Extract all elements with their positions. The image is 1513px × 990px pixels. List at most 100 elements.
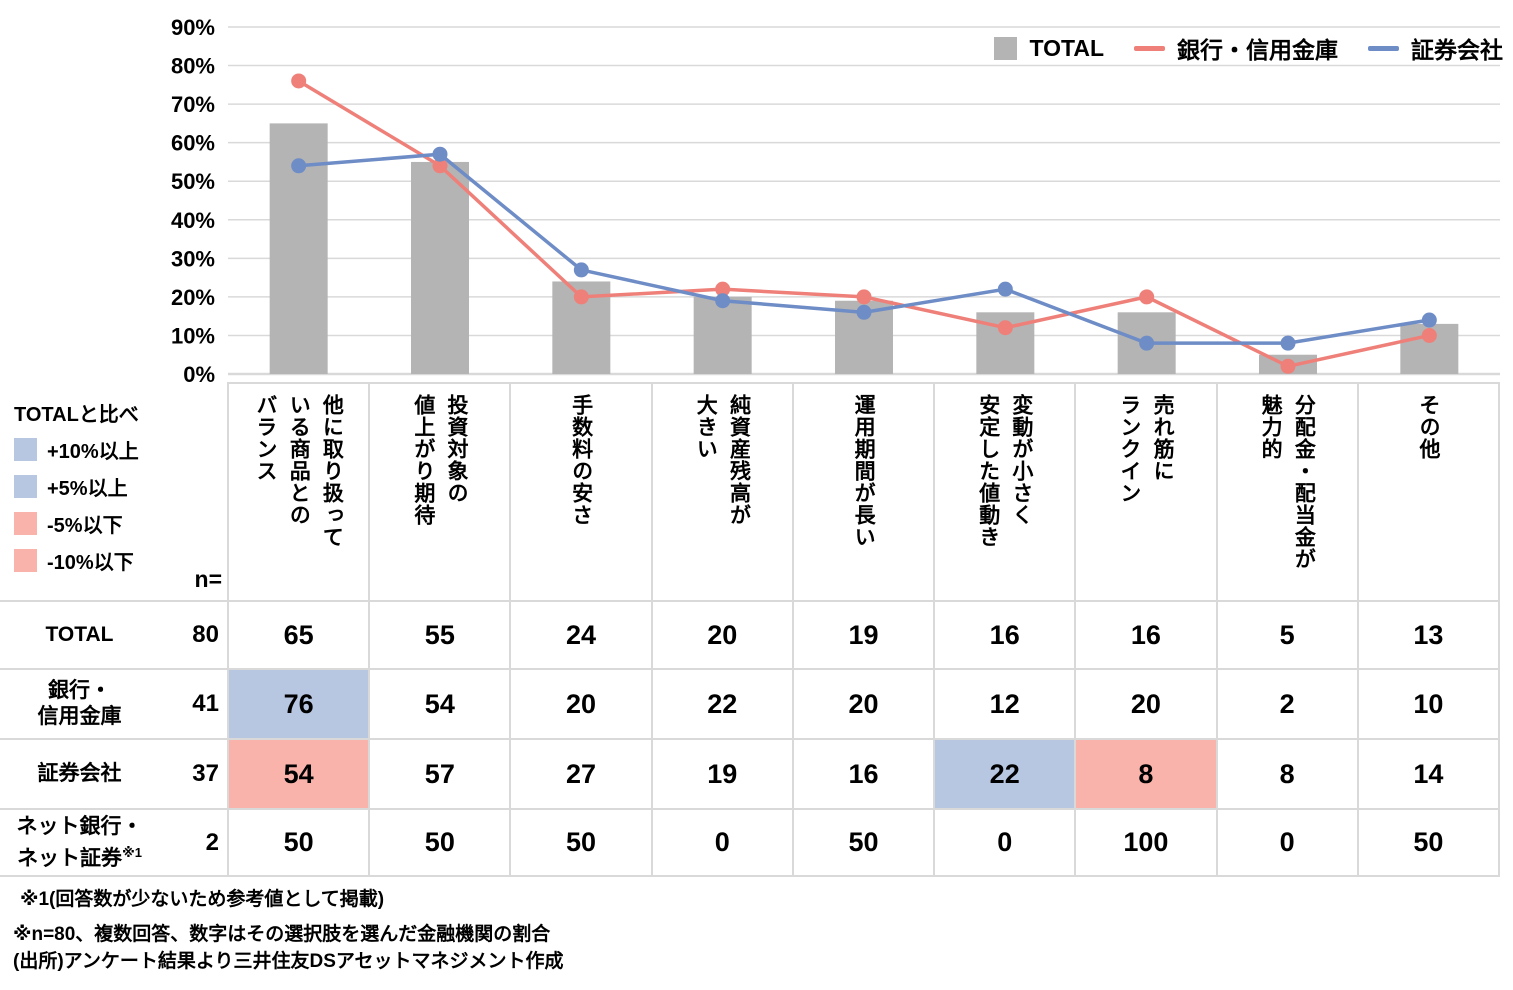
table-cell: 54 [227,738,369,808]
table-cell: 12 [933,668,1075,738]
plus5-swatch-icon [14,475,37,498]
diff-legend-item: +5%以上 [14,472,139,501]
column-header: 純資産残高が 大きい [650,382,792,600]
column-header-text: 投資対象の 値上がり期待 [411,394,468,526]
diff-legend-item: -5%以下 [14,509,139,538]
svg-text:60%: 60% [171,131,215,156]
table-cell: 10 [1356,668,1500,738]
column-header-text: 純資産残高が 大きい [694,394,751,526]
table-cell: 27 [509,738,651,808]
table-cell: 0 [650,808,792,877]
column-header-text: 売れ筋に ランクイン [1117,394,1175,504]
column-header-text: その他 [1416,394,1440,460]
diff-legend-item: +10%以上 [14,435,139,464]
table-cell: 16 [933,600,1075,668]
svg-text:20%: 20% [171,285,215,310]
legend-label: 銀行・信用金庫 [1177,37,1338,63]
bank-line-swatch-icon [1134,45,1165,51]
table-cell: 22 [650,668,792,738]
column-header-text: 分配金・配当金が 魅力的 [1259,394,1316,570]
table-cell: 0 [933,808,1075,877]
table-cell: 8 [1074,738,1216,808]
chart-legend: TOTAL 銀行・信用金庫 証券会社 [994,31,1503,65]
data-table: 他に取り扱って いる商品との バランス 投資対象の 値上がり期待 手数料の安さ 純資産… [0,382,1500,877]
column-header: 運用期間が長い [791,382,934,600]
table-header-row: 他に取り扱って いる商品との バランス 投資対象の 値上がり期待 手数料の安さ 純資産… [0,382,1500,600]
svg-text:90%: 90% [171,15,215,40]
svg-text:40%: 40% [171,208,215,233]
column-header-text: 運用期間が長い [852,394,876,548]
securities-line-swatch-icon [1368,45,1399,51]
table-cell: 2 [1215,668,1357,738]
table-cell: 54 [368,668,510,738]
legend-label: TOTAL [1029,34,1104,61]
legend-item-total: TOTAL [994,35,1104,62]
column-header: 他に取り扱って いる商品との バランス [227,382,369,600]
svg-text:10%: 10% [171,323,215,348]
row-label: TOTAL [45,623,114,646]
table-row: 銀行・ 信用金庫 41 76 54 20 22 20 12 20 2 10 [0,668,1500,738]
legend-item-bank: 銀行・信用金庫 [1134,31,1338,65]
table-cell: 5 [1215,600,1357,668]
table-cell: 65 [227,600,369,668]
table-cell: 19 [650,738,792,808]
table-cell: 55 [368,600,510,668]
table-cell: 22 [933,738,1075,808]
row-label-cell: TOTAL 80 [0,600,227,668]
legend-label: 証券会社 [1411,37,1503,63]
svg-text:0%: 0% [183,362,215,382]
combo-chart: 0% 10% 20% 30% 40% 50% 60% 70% 80% 90% [171,15,1500,382]
diff-legend-title: TOTALと比べ [14,404,139,426]
row-label-cell: ネット銀行・ ネット証券※1 2 [0,808,227,877]
n-column-header: n= [194,566,222,592]
column-header-text: 手数料の安さ [569,394,593,526]
table-cell: 50 [368,808,510,877]
column-header: 分配金・配当金が 魅力的 [1215,382,1357,600]
column-header: 投資対象の 値上がり期待 [368,382,510,600]
table-cell: 20 [509,668,651,738]
row-n-value: 2 [205,828,219,856]
column-header: 手数料の安さ [509,382,651,600]
row-label-sup: ※1 [122,844,142,860]
legend-item-securities: 証券会社 [1368,31,1503,65]
table-row: TOTAL 80 65 55 24 20 19 16 16 5 13 [0,600,1500,668]
table-cell: 14 [1356,738,1500,808]
table-cell: 76 [227,668,369,738]
table-cell: 16 [1074,600,1216,668]
table-cell: 24 [509,600,651,668]
row-n-value: 41 [192,690,219,717]
minus10-swatch-icon [14,549,37,572]
row-label: 銀行・ 信用金庫 [37,679,122,728]
footnote-1: ※1(回答数が少ないため参考値として掲載) [20,889,385,910]
table-cell: 20 [1074,668,1216,738]
svg-text:80%: 80% [171,54,215,79]
row-label-cell: 銀行・ 信用金庫 41 [0,668,227,738]
svg-text:30%: 30% [171,246,215,271]
diff-legend-item: -10%以下 [14,546,139,575]
table-cell: 50 [227,808,369,877]
table-cell: 0 [1215,808,1357,877]
table-cell: 50 [1356,808,1500,877]
row-n-value: 80 [192,621,219,648]
column-header: 変動が小さく 安定した値動き [933,382,1075,600]
table-cell: 20 [650,600,792,668]
table-cell: 16 [791,738,934,808]
row-n-value: 37 [192,760,219,787]
row-label: ネット銀行・ ネット証券※1 [16,814,143,870]
table-cell: 100 [1074,808,1216,877]
column-header-text: 他に取り扱って いる商品との バランス [254,394,344,548]
column-header: 売れ筋に ランクイン [1074,382,1216,600]
svg-text:70%: 70% [171,92,215,117]
diff-color-legend: TOTALと比べ +10%以上 +5%以上 -5%以下 -10%以下 [14,398,139,583]
table-cell: 19 [791,600,934,668]
table-row: ネット銀行・ ネット証券※1 2 50 50 50 0 50 0 100 0 50 [0,808,1500,877]
total-bar-swatch-icon [994,36,1018,60]
table-cell: 13 [1356,600,1500,668]
table-cell: 8 [1215,738,1357,808]
minus5-swatch-icon [14,512,37,535]
table-cell: 57 [368,738,510,808]
table-cell: 50 [791,808,934,877]
table-cell: 50 [509,808,651,877]
table-corner-cell [0,382,227,600]
